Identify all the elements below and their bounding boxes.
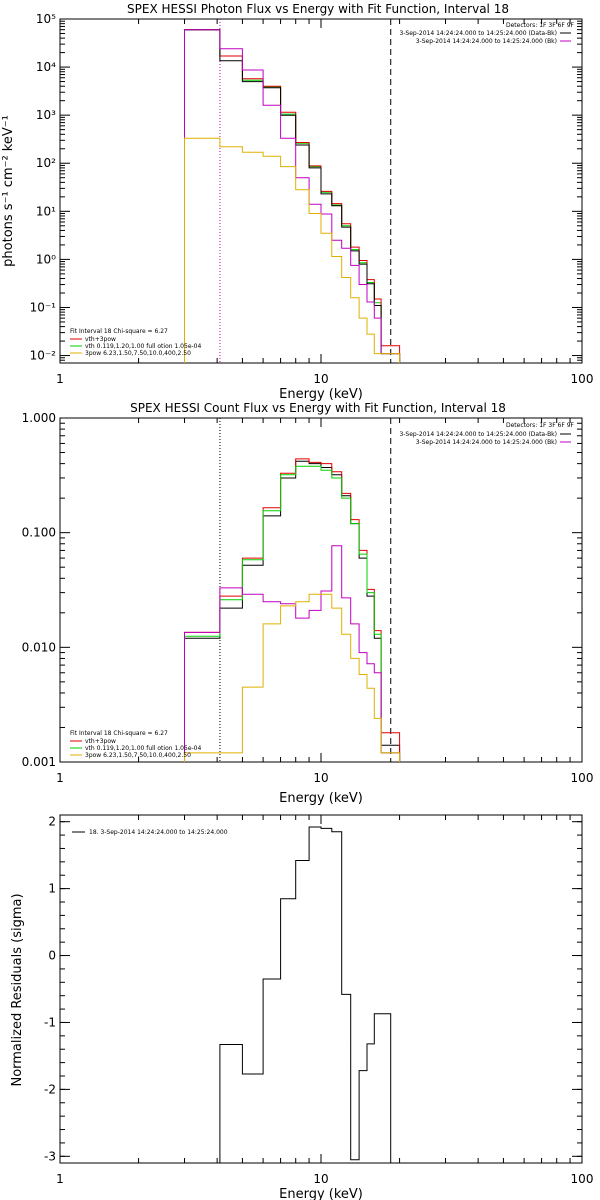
count-flux-panel: SPEX HESSI Count Flux vs Energy with Fit…: [22, 401, 594, 806]
y-tick-label: -1: [44, 1015, 56, 1029]
y-tick-label: -2: [44, 1082, 56, 1096]
y-tick-label: 1: [48, 882, 56, 896]
panel1-fit-entry-vth: vth 0.119,1.20,1.00 full otion 1.05e-04: [85, 343, 201, 350]
panel1-legend-bottom-left: Fit Interval 18 Chi-square = 6.27 vth+3p…: [70, 328, 201, 357]
panel3-y-tick-labels: -3 -2 -1 0 1 2: [44, 815, 56, 1164]
y-tick-label: 0.010: [22, 640, 56, 654]
panel3-x-tick-100: 100: [571, 1172, 594, 1186]
panel2-series: [184, 458, 401, 762]
panel2-fit-entry-vth: vth 0.119,1.20,1.00 full otion 1.05e-04: [85, 745, 201, 752]
panel1-legend-top-right: Detectors: 1F 3F 6F 9F 3-Sep-2014 14:24:…: [399, 22, 574, 45]
panel1-title: SPEX HESSI Photon Flux vs Energy with Fi…: [127, 2, 509, 16]
panel3-y-axis-label: Normalized Residuals (sigma): [10, 893, 25, 1086]
y-tick-label: 10⁵: [36, 12, 56, 26]
panel2-legend-header: Detectors: 1F 3F 6F 9F: [506, 422, 575, 429]
panel1-y-tick-labels: 10⁻² 10⁻¹ 10⁰ 10¹ 10² 10³ 10⁴ 10⁵: [30, 12, 57, 363]
panel1-legend-header: Detectors: 1F 3F 6F 9F: [506, 22, 575, 29]
panel2-fit-header: Fit Interval 18 Chi-square = 6.27: [70, 730, 168, 737]
y-tick-label: -3: [44, 1149, 56, 1163]
series-histogram: [184, 29, 401, 363]
panel2-ticks: [59, 417, 583, 763]
panel1-y-axis-label: photons s⁻¹ cm⁻² keV⁻¹: [1, 115, 16, 267]
panel3-x-tick-10: 10: [313, 1172, 328, 1186]
photon-flux-panel: SPEX HESSI Photon Flux vs Energy with Fi…: [1, 2, 593, 402]
panel2-legend-bottom-left: Fit Interval 18 Chi-square = 6.27 vth+3p…: [70, 730, 201, 759]
y-tick-label: 10¹: [36, 204, 56, 218]
series-histogram: [184, 465, 401, 762]
y-tick-label: 0.001: [22, 755, 56, 769]
y-tick-label: 0: [48, 949, 56, 963]
panel1-x-tick-100: 100: [571, 372, 594, 386]
y-tick-label: 0.100: [22, 526, 56, 540]
panel3-x-tick-1: 1: [56, 1172, 64, 1186]
series-histogram: [184, 137, 401, 363]
panel3-frame: [59, 814, 583, 1164]
panel3-legend: 18. 3-Sep-2014 14:24:24.000 to 14:25:24.…: [72, 829, 228, 836]
panel2-x-tick-100: 100: [571, 771, 594, 785]
residuals-panel: -3 -2 -1 0 1 2 1 10 100 Energy (keV) Normaliz…: [10, 814, 594, 1200]
panel1-x-axis-label: Energy (keV): [279, 387, 363, 402]
panel1-x-tick-1: 1: [56, 372, 64, 386]
panel1-series: [184, 29, 401, 363]
panel1-reference-lines: [219, 19, 392, 363]
panel1-legend-entry-data: 3-Sep-2014 14:24:24.000 to 14:25:24.000 …: [399, 30, 557, 37]
panel3-legend-entry: 18. 3-Sep-2014 14:24:24.000 to 14:25:24.…: [89, 829, 228, 836]
series-histogram: [184, 29, 401, 363]
panel1-fit-header: Fit Interval 18 Chi-square = 6.27: [70, 328, 168, 335]
panel2-legend-entry-bk: 3-Sep-2014 14:24:24.000 to 14:25:24.000 …: [416, 439, 557, 446]
panel2-legend-entry-data: 3-Sep-2014 14:24:24.000 to 14:25:24.000 …: [399, 431, 557, 438]
panel2-fit-entry-3pow: 3pow 6.23,1.50,7.50,10.0,400,2.50: [85, 752, 191, 759]
y-tick-label: 1.000: [22, 411, 56, 425]
panel2-reference-lines: [219, 418, 392, 762]
y-tick-label: 2: [48, 815, 56, 829]
panel1-ticks: [59, 18, 583, 364]
panel2-x-tick-1: 1: [56, 771, 64, 785]
panel1-x-tick-10: 10: [313, 372, 328, 386]
panel3-x-axis-label: Energy (keV): [279, 1187, 363, 1200]
panel3-series: [219, 826, 392, 1163]
panel2-fit-entry-total: vth+3pow: [85, 738, 116, 745]
series-histogram: [184, 29, 401, 363]
series-histogram: [184, 458, 401, 762]
series-histogram: [184, 545, 401, 762]
y-tick-label: 10²: [36, 156, 56, 170]
series-histogram: [219, 826, 392, 1163]
panel1-legend-entry-bk: 3-Sep-2014 14:24:24.000 to 14:25:24.000 …: [416, 38, 557, 45]
panel1-fit-entry-3pow: 3pow 6.23,1.50,7.50,10.0,400,2.50: [85, 350, 191, 357]
panel2-x-axis-label: Energy (keV): [279, 791, 363, 806]
y-tick-label: 10³: [36, 108, 56, 122]
panel2-x-tick-10: 10: [313, 771, 328, 785]
y-tick-label: 10⁻²: [30, 349, 57, 363]
series-histogram: [184, 460, 401, 762]
panel2-title: SPEX HESSI Count Flux vs Energy with Fit…: [130, 401, 506, 415]
panel1-fit-entry-total: vth+3pow: [85, 336, 116, 343]
y-tick-label: 10⁴: [36, 60, 56, 74]
panel2-y-tick-labels: 0.001 0.010 0.100 1.000: [22, 411, 56, 769]
series-histogram: [184, 29, 401, 363]
series-histogram: [184, 593, 401, 762]
y-tick-label: 10⁻¹: [30, 300, 57, 314]
panel3-ticks: [59, 815, 583, 1163]
panel2-legend-top-right: Detectors: 1F 3F 6F 9F 3-Sep-2014 14:24:…: [399, 422, 574, 446]
y-tick-label: 10⁰: [36, 252, 56, 266]
